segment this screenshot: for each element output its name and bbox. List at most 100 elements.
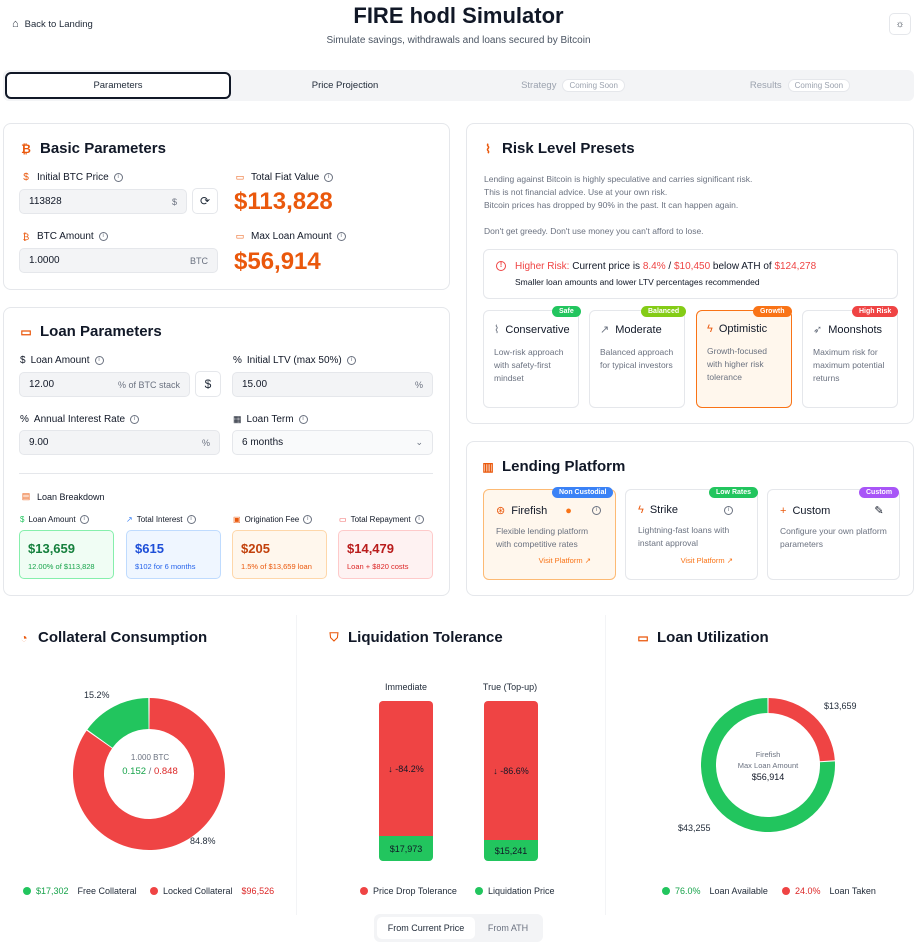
coming-soon-badge: Coming Soon — [787, 79, 851, 92]
info-icon[interactable]: i — [94, 356, 104, 365]
bar-label-immediate: Immediate — [384, 682, 428, 692]
btc-amount-input[interactable]: 1.0000 BTC — [19, 248, 218, 273]
alert-icon: ! — [496, 261, 506, 271]
badge-low-rates: Low Rates — [709, 487, 759, 498]
chevron-down-icon: ⌄ — [415, 437, 423, 447]
visit-platform-link[interactable]: Visit Platform ↗ — [538, 556, 591, 565]
info-icon[interactable]: i — [336, 232, 346, 241]
fiat-value: $113,828 — [234, 188, 333, 215]
pie-chart-icon: ◔ — [20, 630, 28, 645]
liquidation-bar-immediate: ↓ -84.2% $17,973 — [379, 701, 433, 861]
info-icon[interactable]: i — [130, 415, 140, 424]
currency-toggle-button[interactable]: $ — [195, 371, 221, 397]
bitcoin-icon: ₿ — [22, 231, 30, 242]
toggle-from-ath[interactable]: From ATH — [487, 923, 529, 933]
platform-firefish[interactable]: ⊛ Firefish ● i Flexible lending platform… — [483, 489, 616, 580]
loan-term-select[interactable]: 6 months ⌄ — [232, 430, 433, 455]
toggle-from-current-price[interactable]: From Current Price — [377, 917, 475, 939]
info-icon[interactable]: i — [113, 173, 123, 182]
card-icon: ▭ — [339, 515, 347, 524]
preset-conservative[interactable]: ⌇ Conservative Low-risk approach with saf… — [483, 310, 579, 408]
risk-alert: ! Higher Risk: Current price is 8.4% / $… — [483, 249, 898, 299]
liquidation-title: ⛉ Liquidation Tolerance — [329, 629, 503, 646]
info-icon[interactable]: i — [79, 515, 89, 524]
badge-custom: Custom — [859, 487, 900, 498]
info-icon[interactable]: i — [591, 506, 601, 515]
collateral-free-pct: 15.2% — [84, 690, 110, 700]
info-icon[interactable]: i — [298, 415, 308, 424]
donut-slice-free — [87, 698, 149, 748]
page-subtitle: Simulate savings, withdrawals and loans … — [326, 35, 591, 46]
dollar-icon: $ — [23, 172, 29, 183]
external-link-icon: ↗ — [584, 556, 591, 565]
divider — [19, 473, 433, 474]
max-loan-label: ▭ Max Loan Amount i — [234, 231, 346, 242]
utilization-legend-available: 76.0% Loan Available — [662, 886, 768, 896]
panel-divider — [605, 615, 606, 915]
btc-price-input[interactable]: 113828 $ — [19, 189, 187, 214]
info-icon[interactable]: i — [324, 173, 334, 182]
collateral-center: 1.000 BTC 0.152 / 0.848 — [122, 753, 178, 777]
preset-moderate[interactable]: ↗ Moderate Balanced approach for typical … — [589, 310, 685, 408]
theme-toggle-button[interactable]: ☼ — [889, 13, 911, 35]
platform-strike[interactable]: ϟ Strike i Lightning-fast loans with ins… — [625, 489, 758, 580]
collateral-donut-chart — [72, 698, 225, 850]
risk-presets-card — [466, 123, 914, 424]
shield-icon: ⛉ — [329, 630, 339, 644]
badge-growth: Growth — [753, 306, 792, 317]
info-icon[interactable]: i — [186, 515, 196, 524]
fiat-value-label: ▭ Total Fiat Value i — [234, 172, 334, 183]
breakdown-label-total-interest: ↗ Total Interest i — [126, 515, 196, 524]
card-icon: ▭ — [235, 231, 245, 241]
lending-platform-title: ▥ Lending Platform — [482, 458, 626, 475]
info-icon[interactable]: i — [414, 515, 424, 524]
badge-non-custodial: Non Custodial — [552, 487, 614, 498]
platform-custom[interactable]: + Custom ✎ Configure your own platform p… — [767, 489, 900, 580]
max-loan-value: $56,914 — [234, 248, 321, 275]
zap-icon: ϟ — [638, 504, 644, 516]
dollar-icon: $ — [204, 377, 212, 391]
refresh-price-button[interactable]: ⟳ — [192, 188, 218, 214]
info-icon[interactable]: i — [303, 515, 313, 524]
info-icon[interactable]: i — [98, 232, 108, 241]
tab-parameters[interactable]: Parameters — [5, 72, 231, 99]
utilization-legend-taken: 24.0% Loan Taken — [782, 886, 876, 896]
info-icon[interactable]: i — [723, 505, 733, 515]
plus-icon: + — [780, 504, 787, 517]
utilization-center: Firefish Max Loan Amount $56,914 — [737, 750, 799, 782]
back-button[interactable]: ⌂ Back to Landing — [12, 18, 93, 30]
refresh-icon: ⟳ — [199, 194, 211, 208]
bar-drop-segment: ↓ -84.2% — [379, 701, 433, 836]
trending-up-icon: ↗ — [126, 515, 133, 524]
visit-platform-link[interactable]: Visit Platform ↗ — [680, 556, 733, 565]
risk-presets-title: ⌇ Risk Level Presets — [482, 140, 635, 157]
tab-price-projection[interactable]: Price Projection — [311, 80, 379, 91]
page-title: FIRE hodl Simulator — [353, 3, 564, 28]
percent-icon: % — [20, 414, 29, 425]
utilization-donut-chart — [701, 698, 835, 832]
preset-moonshots[interactable]: ➶ Moonshots Maximum risk for maximum pote… — [802, 310, 898, 408]
btc-amount-label: ₿ BTC Amount i — [20, 231, 108, 242]
loan-amount-input[interactable]: 12.00 % of BTC stack — [19, 372, 190, 397]
external-link-icon: ↗ — [726, 556, 733, 565]
utilization-available-label: $43,255 — [678, 823, 711, 833]
preset-optimistic[interactable]: ϟ Optimistic Growth-focused with higher r… — [696, 310, 792, 408]
btc-price-label: $ Initial BTC Price i — [20, 172, 123, 183]
info-icon[interactable]: i — [346, 356, 356, 365]
risk-warning-text: Lending against Bitcoin is highly specul… — [484, 174, 753, 236]
breakdown-total-interest: $615 $102 for 6 months — [126, 530, 221, 579]
breakdown-label-total-repayment: ▭ Total Repayment i — [339, 515, 424, 524]
bar-label-true: True (Top-up) — [482, 682, 538, 692]
donut-slice-taken — [768, 698, 835, 762]
panel-divider — [296, 615, 297, 915]
activity-icon: ⌇ — [494, 324, 500, 336]
initial-ltv-input[interactable]: 15.00 % — [232, 372, 433, 397]
interest-rate-input[interactable]: 9.00 % — [19, 430, 220, 455]
collateral-locked-pct: 84.8% — [190, 836, 216, 846]
interest-rate-label: % Annual Interest Rate i — [20, 414, 140, 425]
collateral-legend-locked: Locked Collateral $96,526 — [150, 886, 274, 896]
breakdown-label-loan-amount: $ Loan Amount i — [20, 515, 89, 524]
collateral-legend-free: $17,302 Free Collateral — [23, 886, 137, 896]
loan-amount-label: $ Loan Amount i — [20, 355, 104, 366]
rocket-icon: ➶ — [813, 324, 823, 336]
